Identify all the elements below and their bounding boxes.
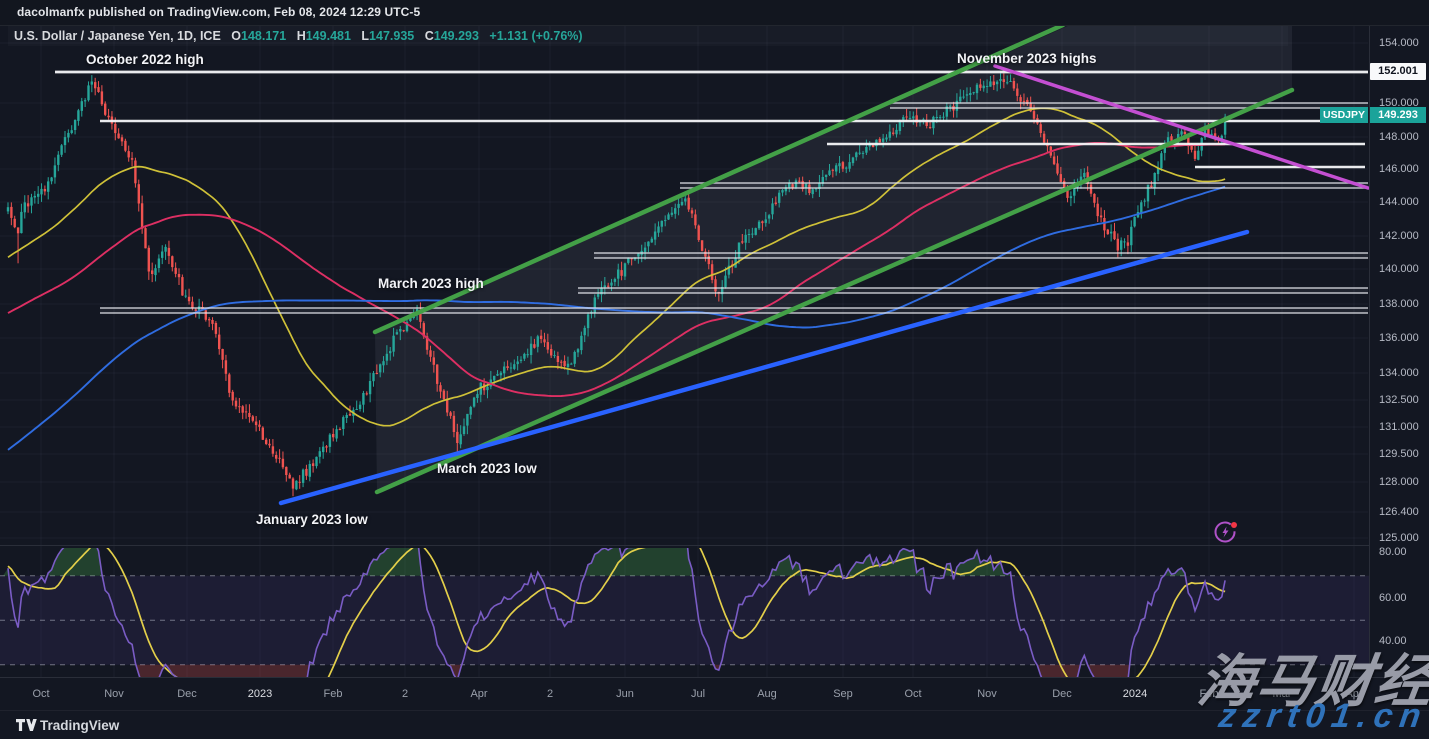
time-axis-label: Nov [104,688,124,700]
annotation-march-2023-low[interactable]: March 2023 low [437,461,537,476]
price-axis-label: 136.000 [1379,332,1419,344]
notification-dot-icon [1231,522,1237,528]
lightning-button[interactable] [1212,517,1240,545]
symbol-title: U.S. Dollar / Japanese Yen, 1D, ICE [14,29,221,43]
annotation-october-2022-high[interactable]: October 2022 high [86,52,204,67]
time-axis-label: Apr [1345,688,1363,700]
price-axis-label: 129.500 [1379,448,1419,460]
last-price-label: 149.293 [1370,107,1426,123]
ohlc-high-label: H [296,29,306,43]
time-axis-label: Dec [177,688,197,700]
attribution-text: dacolmanfx published on TradingView.com,… [17,5,421,19]
time-axis-label: Oct [32,688,50,700]
price-axis-label: 154.000 [1379,37,1419,49]
time-axis-label: Oct [904,688,922,700]
time-axis-label: Jun [616,688,634,700]
ohlc-open-label: O [231,29,242,43]
price-axis-label: 148.000 [1379,131,1419,143]
time-axis-label: Sep [833,688,853,700]
time-axis-label: Aug [757,688,777,700]
time-axis-label: Feb [1199,688,1219,700]
price-axis-label: 131.000 [1379,421,1419,433]
ohlc-high-value: 149.481 [305,29,351,43]
time-axis-label: Nov [977,688,997,700]
lightning-icon [1222,526,1229,538]
time-axis-label: Dec [1052,688,1072,700]
price-axis[interactable]: 154.000 150.000 148.000 146.000 144.000 142.0… [1369,25,1429,677]
time-axis[interactable]: Oct Nov Dec 2023 Feb 2 Apr 2 Jun Jul Aug Sep Oct Nov D… [0,677,1429,711]
price-axis-label: 146.000 [1379,163,1419,175]
price-axis-label: 140.000 [1379,263,1419,275]
ohlc-open-value: 148.171 [241,29,287,43]
time-axis-label: Apr [470,688,488,700]
price-axis-label: 60.00 [1379,592,1407,604]
ohlc-low-value: 147.935 [369,29,415,43]
symbol-header[interactable]: U.S. Dollar / Japanese Yen, 1D, ICE O148… [14,29,583,43]
tradingview-brand-text[interactable]: TradingView [40,718,120,733]
tradingview-logo-icon[interactable] [16,719,37,732]
chart-canvas[interactable] [0,25,1369,677]
level-price-label: 152.001 [1370,63,1426,80]
time-axis-label: Feb [323,688,343,700]
price-axis-label: 80.00 [1379,546,1407,558]
time-axis-label: 2023 [247,688,273,700]
price-axis-label: 144.000 [1379,196,1419,208]
time-axis-label: Mar [1272,688,1292,700]
annotation-march-2023-high[interactable]: March 2023 high [378,276,484,291]
time-axis-label: 2 [401,688,409,700]
price-axis-label: 126.400 [1379,506,1419,518]
ohlc-low-label: L [361,29,370,43]
price-axis-label: 125.000 [1379,532,1419,544]
price-axis-label: 128.000 [1379,476,1419,488]
attribution-bar: dacolmanfx published on TradingView.com,… [0,0,1429,26]
time-axis-label: 2 [546,688,554,700]
price-axis-label: 134.000 [1379,367,1419,379]
price-axis-label: 142.000 [1379,230,1419,242]
time-axis-label: 2024 [1122,688,1148,700]
annotation-november-2023-highs[interactable]: November 2023 highs [957,51,1097,66]
price-axis-label: 132.500 [1379,394,1419,406]
ohlc-close-label: C [424,29,434,43]
annotation-january-2023-low[interactable]: January 2023 low [256,512,368,527]
footer-bar: TradingView [0,710,1429,739]
time-axis-label: Jul [690,688,706,700]
symbol-price-tag: USDJPY [1320,107,1368,123]
change-value: +1.131 (+0.76%) [489,29,583,43]
watermark-url: zzrt01.cn [1215,697,1429,735]
price-axis-label: 138.000 [1379,298,1419,310]
price-axis-label: 150.000 [1379,97,1419,109]
price-axis-label: 40.00 [1379,635,1407,647]
ohlc-close-value: 149.293 [433,29,479,43]
